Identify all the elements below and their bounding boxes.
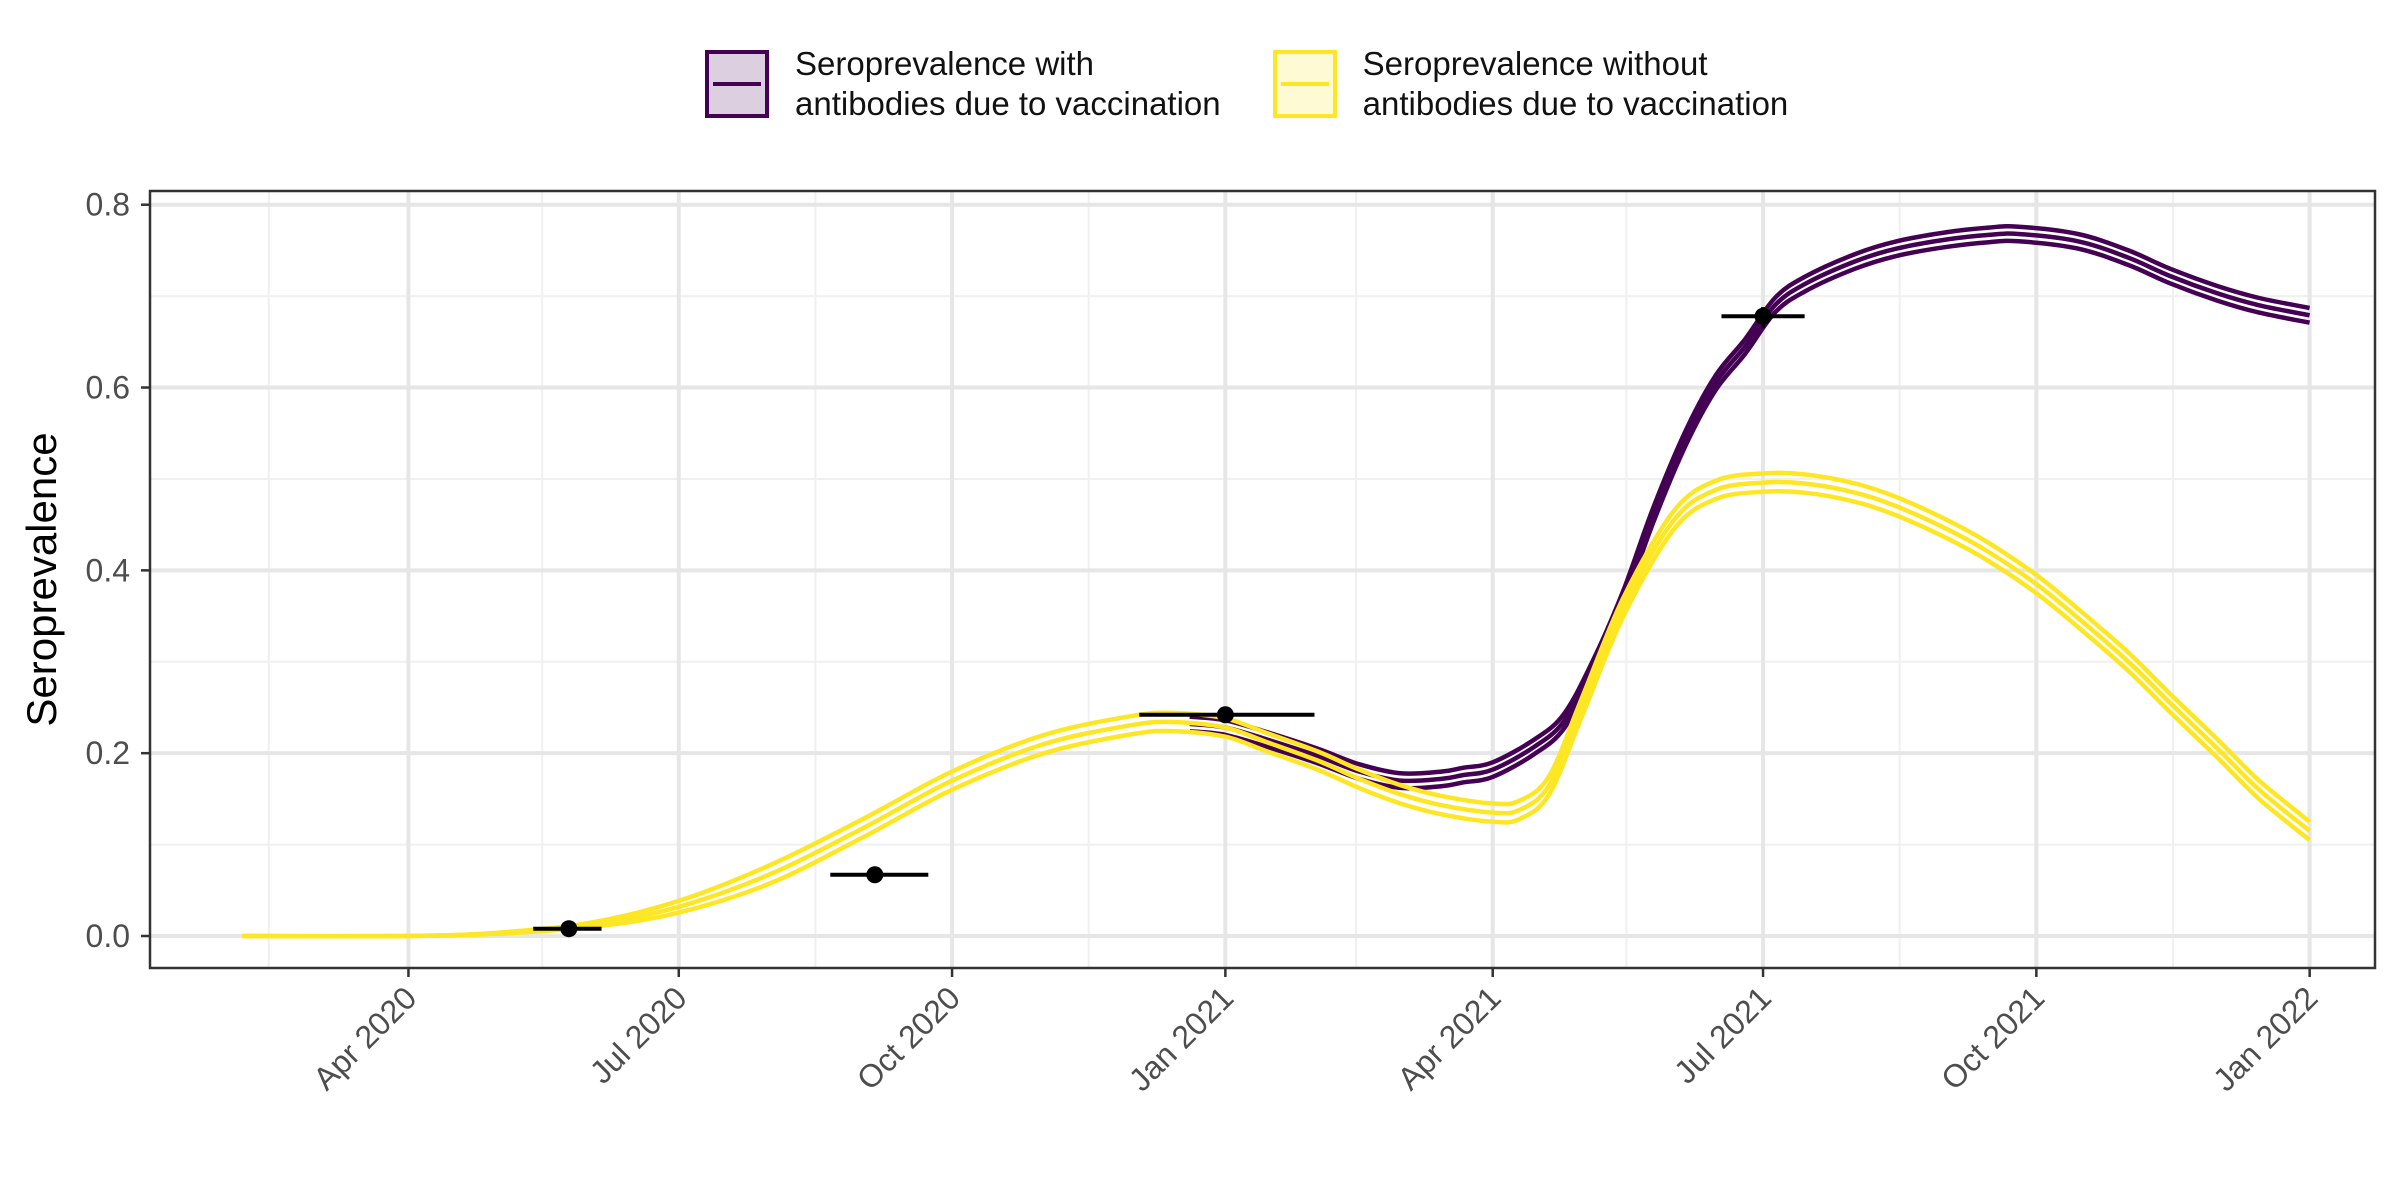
series-line-with-vaccination (1189, 238, 2311, 791)
chart-legend: Seroprevalence with antibodies due to va… (705, 44, 1788, 124)
series-line-with-vaccination (1189, 224, 2311, 776)
series-line-with-vaccination (1189, 231, 2311, 784)
observation-point (1216, 706, 1234, 724)
x-tick-label: Oct 2021 (1934, 979, 2051, 1096)
x-axis: Apr 2020 Jul 2020 Oct 2020 Jan 2021 Apr 2021… (306, 968, 2325, 1098)
x-tick-label: Jul 2020 (583, 979, 694, 1090)
legend-label-without-vaccination: Seroprevalence without antibodies due to… (1362, 45, 1789, 122)
legend-key-with-vaccination (705, 50, 769, 118)
series-lines (242, 224, 2312, 939)
plot-panel (150, 191, 2375, 968)
series-line-without-vaccination (242, 488, 2312, 939)
series-line-without-vaccination (242, 479, 2312, 939)
y-tick-label: 0.6 (86, 370, 130, 406)
y-tick-label: 0.4 (86, 552, 130, 588)
x-tick-label: Jul 2021 (1667, 979, 1778, 1090)
y-tick-label: 0.2 (86, 735, 130, 771)
plot-border (148, 189, 2377, 970)
x-tick-label: Apr 2020 (306, 979, 423, 1096)
y-axis-title: Seroprevalence (18, 432, 65, 726)
x-tick-label: Oct 2020 (850, 979, 967, 1096)
y-axis: 0.0 0.2 0.4 0.6 0.8 (86, 187, 150, 954)
y-tick-label: 0.0 (86, 918, 130, 954)
legend-item-with-vaccination: Seroprevalence with antibodies due to va… (705, 44, 1221, 124)
legend-key-without-vaccination (1272, 50, 1337, 118)
x-tick-label: Apr 2021 (1390, 979, 1507, 1096)
observation-point (866, 866, 884, 884)
x-tick-label: Jan 2022 (2206, 979, 2325, 1098)
x-tick-label: Jan 2021 (1122, 979, 1241, 1098)
y-tick-label: 0.8 (86, 187, 130, 223)
legend-item-without-vaccination: Seroprevalence without antibodies due to… (1272, 44, 1789, 124)
observations (533, 307, 1805, 938)
legend-key-line (713, 82, 761, 86)
series-line-without-vaccination (242, 470, 2312, 939)
legend-key-line (1280, 82, 1329, 86)
observation-point (1754, 307, 1772, 325)
legend-label-with-vaccination: Seroprevalence with antibodies due to va… (795, 45, 1221, 122)
observation-point (560, 920, 578, 938)
